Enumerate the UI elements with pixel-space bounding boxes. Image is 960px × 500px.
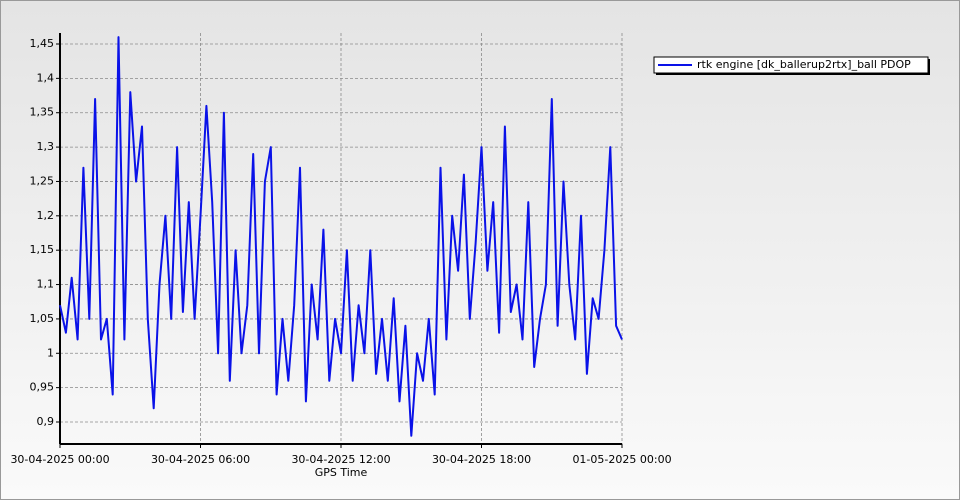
y-tick-label: 1,3 — [37, 140, 55, 153]
y-tick-label: 1,2 — [37, 209, 55, 222]
legend-label: rtk engine [dk_ballerup2rtx]_ball PDOP — [697, 58, 911, 71]
y-tick-label: 1,35 — [30, 106, 55, 119]
data-line — [59, 36, 623, 437]
x-axis-label: GPS Time — [315, 466, 368, 479]
legend-box — [653, 56, 929, 74]
y-tick-label: 1,15 — [30, 243, 55, 256]
y-tick-label: 0,95 — [30, 381, 55, 394]
y-tick-label: 1,4 — [37, 71, 55, 84]
y-tick-label: 1 — [47, 346, 54, 359]
y-tick-label: 1,05 — [30, 312, 55, 325]
x-tick-label: 30-04-2025 00:00 — [10, 453, 109, 466]
x-tick-label: 01-05-2025 00:00 — [572, 453, 671, 466]
y-tick-label: 1,25 — [30, 174, 55, 187]
y-tick-label: 1,1 — [37, 278, 55, 291]
x-tick-label: 30-04-2025 18:00 — [432, 453, 531, 466]
y-tick-label: 1,45 — [30, 37, 55, 50]
x-tick-label: 30-04-2025 06:00 — [151, 453, 250, 466]
x-tick-label: 30-04-2025 12:00 — [291, 453, 390, 466]
y-tick-label: 0,9 — [37, 415, 55, 428]
